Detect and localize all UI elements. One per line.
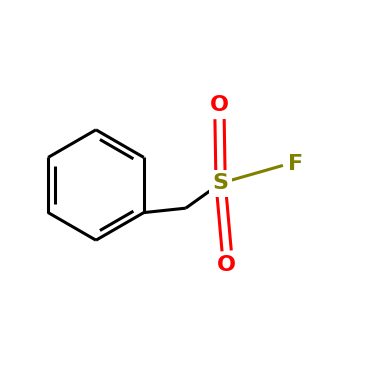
- Text: O: O: [210, 95, 229, 115]
- Text: F: F: [288, 154, 303, 174]
- Text: S: S: [213, 173, 229, 193]
- Text: O: O: [217, 255, 236, 275]
